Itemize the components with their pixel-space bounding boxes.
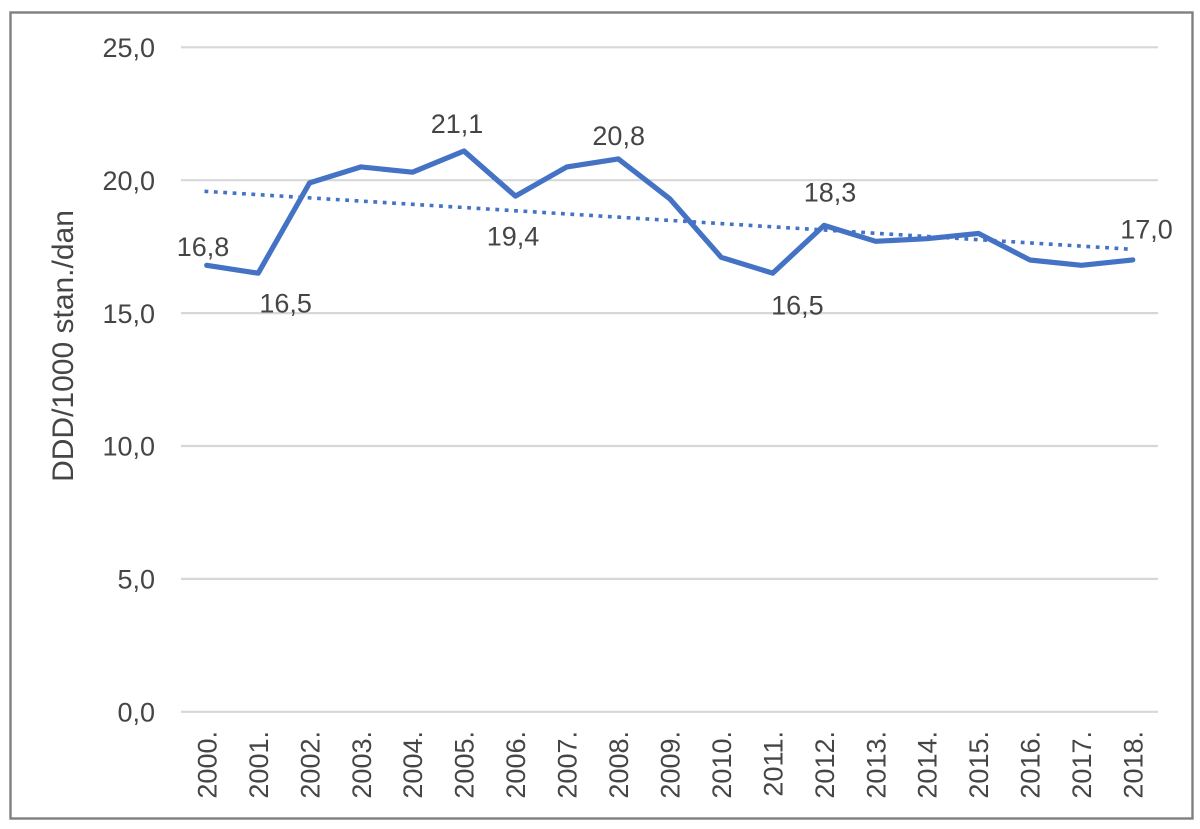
svg-text:2013.: 2013. — [861, 731, 891, 799]
svg-text:2006.: 2006. — [501, 731, 531, 799]
svg-text:2010.: 2010. — [707, 731, 737, 799]
svg-text:19,4: 19,4 — [487, 221, 540, 251]
svg-text:2018.: 2018. — [1119, 731, 1149, 799]
svg-text:2012.: 2012. — [810, 731, 840, 799]
svg-text:2007.: 2007. — [553, 731, 583, 799]
svg-text:5,0: 5,0 — [117, 565, 155, 595]
svg-text:16,5: 16,5 — [771, 291, 824, 321]
svg-text:10,0: 10,0 — [102, 432, 155, 462]
svg-text:16,5: 16,5 — [259, 289, 312, 319]
svg-text:2017.: 2017. — [1067, 731, 1097, 799]
svg-text:2016.: 2016. — [1016, 731, 1046, 799]
svg-text:2001.: 2001. — [244, 731, 274, 799]
svg-text:0,0: 0,0 — [117, 698, 155, 728]
svg-text:DDD/1000 stan./dan: DDD/1000 stan./dan — [47, 210, 80, 482]
svg-text:15,0: 15,0 — [102, 299, 155, 329]
svg-text:2003.: 2003. — [347, 731, 377, 799]
svg-text:2000.: 2000. — [192, 731, 222, 799]
svg-text:2015.: 2015. — [964, 731, 994, 799]
svg-text:2011.: 2011. — [758, 731, 788, 797]
svg-text:25,0: 25,0 — [102, 33, 155, 63]
svg-text:2004.: 2004. — [398, 731, 428, 799]
svg-text:20,8: 20,8 — [592, 121, 645, 151]
svg-text:2014.: 2014. — [913, 731, 943, 799]
svg-text:20,0: 20,0 — [102, 166, 155, 196]
svg-text:16,8: 16,8 — [177, 232, 230, 262]
svg-text:2002.: 2002. — [295, 731, 325, 799]
svg-text:2005.: 2005. — [450, 731, 480, 799]
svg-text:21,1: 21,1 — [431, 109, 484, 139]
svg-text:17,0: 17,0 — [1120, 215, 1173, 245]
svg-text:2008.: 2008. — [604, 731, 634, 799]
svg-text:2009.: 2009. — [656, 731, 686, 799]
svg-text:18,3: 18,3 — [804, 177, 857, 207]
